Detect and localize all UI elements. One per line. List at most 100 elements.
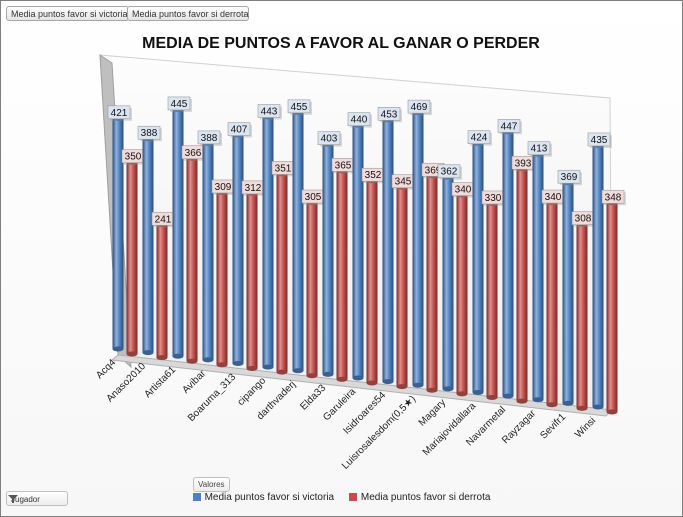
bar-victoria-0-base: [112, 346, 124, 352]
svg-text:345: 345: [395, 177, 412, 188]
svg-text:469: 469: [411, 102, 428, 113]
legend-swatch-victoria: [192, 493, 201, 501]
bar-derrota-5: [276, 171, 288, 375]
bar-victoria-11: [442, 174, 454, 392]
bar-derrota-11-base: [456, 391, 468, 397]
bar-derrota-5-base: [276, 369, 288, 375]
data-label-victoria-0: 421: [107, 105, 132, 121]
field-button-derrota[interactable]: Media puntos favor si derrota: [127, 6, 249, 21]
bar-derrota-16-base: [606, 409, 618, 415]
svg-text:350: 350: [125, 152, 142, 163]
bar-victoria-14-base: [532, 397, 544, 403]
legend-swatch-derrota: [348, 493, 357, 501]
bar-victoria-8: [352, 122, 364, 381]
bar-victoria-4-base: [232, 361, 244, 366]
data-label-victoria-8: 440: [347, 112, 372, 128]
bar-victoria-16: [592, 142, 604, 410]
bar-victoria-9-body: [382, 119, 394, 382]
bar-derrota-8-body: [366, 180, 378, 383]
bar-derrota-10-body: [426, 175, 438, 391]
bar-derrota-10: [426, 173, 438, 393]
bar-derrota-14-body: [546, 202, 558, 405]
bar-derrota-1: [156, 222, 168, 361]
svg-text:340: 340: [545, 192, 562, 203]
bar-derrota-9-body: [396, 187, 408, 387]
bar-victoria-10: [412, 110, 424, 388]
data-label-derrota-15: 308: [571, 211, 596, 227]
legend-entry-victoria: Media puntos favor si victoria: [192, 492, 334, 503]
bar-derrota-13-base: [516, 398, 528, 404]
data-label-victoria-12: 424: [467, 130, 492, 146]
data-label-victoria-9: 453: [377, 107, 402, 123]
bar-victoria-16-body: [592, 145, 604, 408]
legend-label-derrota: Media puntos favor si derrota: [360, 492, 491, 503]
svg-text:435: 435: [591, 135, 608, 146]
x-tick-label-5: cipango: [236, 375, 269, 408]
bar-derrota-0: [126, 159, 138, 357]
data-label-derrota-3: 309: [211, 179, 236, 195]
x-tick-label-2: Artista61: [142, 364, 178, 400]
bar-victoria-6-base: [292, 368, 304, 374]
bar-derrota-11: [456, 192, 468, 397]
svg-text:388: 388: [201, 133, 218, 144]
data-label-victoria-5: 443: [257, 104, 282, 120]
bar-victoria-15-body: [562, 182, 574, 404]
svg-text:447: 447: [501, 121, 518, 132]
bar-derrota-8-base: [366, 380, 378, 386]
svg-text:308: 308: [575, 214, 592, 225]
bar-derrota-11-body: [456, 195, 468, 394]
data-label-derrota-14: 340: [541, 189, 566, 206]
svg-text:455: 455: [291, 102, 308, 113]
bar-victoria-15-base: [562, 400, 574, 406]
bar-derrota-0-base: [126, 351, 138, 357]
bar-derrota-9-base: [396, 384, 408, 390]
svg-text:312: 312: [245, 183, 262, 194]
bar-victoria-13-base: [502, 393, 514, 399]
bar-derrota-3: [216, 189, 228, 368]
bar-derrota-14-base: [546, 402, 558, 408]
data-label-derrota-1: 241: [151, 211, 176, 228]
data-label-victoria-14: 413: [527, 141, 552, 157]
floor: [110, 354, 614, 417]
svg-text:407: 407: [231, 125, 248, 136]
svg-text:352: 352: [365, 170, 382, 181]
bar-victoria-1-base: [142, 350, 154, 356]
bar-derrota-7: [336, 168, 348, 382]
data-label-derrota-5: 351: [271, 161, 296, 177]
bar-victoria-4-body: [232, 135, 244, 364]
bar-derrota-14: [546, 200, 558, 408]
data-label-victoria-7: 403: [317, 131, 342, 147]
svg-text:369: 369: [561, 172, 578, 183]
bar-derrota-15-body: [576, 224, 588, 409]
bar-victoria-10-body: [412, 112, 424, 386]
bar-derrota-12-body: [486, 203, 498, 398]
svg-text:443: 443: [261, 106, 278, 117]
bar-derrota-10-base: [426, 387, 438, 393]
bar-derrota-3-body: [216, 192, 228, 365]
svg-text:403: 403: [321, 134, 338, 145]
svg-text:440: 440: [351, 115, 368, 126]
bar-victoria-6-body: [292, 112, 304, 371]
svg-text:445: 445: [171, 99, 188, 110]
bar-derrota-8: [366, 178, 378, 386]
bar-victoria-0-body: [112, 118, 124, 350]
data-label-victoria-16: 435: [587, 132, 612, 148]
x-tick-label-11: Magary: [417, 397, 448, 428]
bar-victoria-8-base: [352, 375, 364, 381]
bar-victoria-6: [292, 109, 304, 374]
bar-victoria-13: [502, 129, 514, 399]
svg-text:413: 413: [531, 144, 548, 155]
bar-victoria-12: [472, 140, 484, 395]
bar-victoria-7-body: [322, 144, 334, 375]
bar-victoria-2-base: [172, 353, 184, 359]
x-tick-label-3: Avibar: [180, 368, 208, 396]
valores-field-button[interactable]: Valores: [193, 477, 230, 492]
svg-text:330: 330: [485, 193, 502, 204]
x-tick-label-15: Sevifr1: [538, 411, 568, 441]
data-label-derrota-16: 348: [601, 189, 626, 206]
jugador-field-button[interactable]: Jugador: [6, 491, 68, 506]
chart-legend: Media puntos favor si victoria Media pun…: [0, 492, 683, 503]
bar-derrota-2: [186, 155, 198, 364]
data-label-victoria-10: 469: [407, 99, 432, 116]
